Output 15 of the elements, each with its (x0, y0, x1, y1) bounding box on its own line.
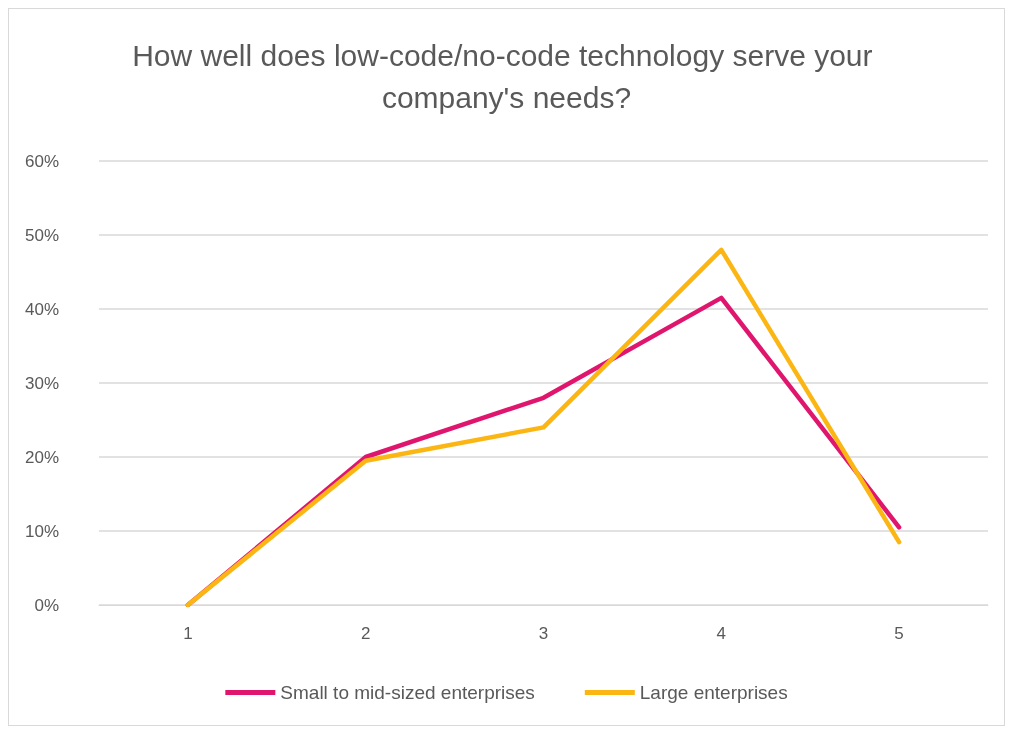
legend-label: Small to mid-sized enterprises (280, 682, 535, 703)
x-tick-label: 3 (538, 624, 549, 643)
y-tick-label: 50% (24, 225, 59, 245)
legend-label: Large enterprises (639, 682, 788, 703)
y-tick-label: 40% (24, 299, 59, 319)
x-tick-label: 5 (894, 624, 904, 643)
x-tick-label: 2 (360, 624, 371, 643)
chart-title: How well does low-code/no-code technology serve your company's needs? (132, 38, 881, 114)
y-tick-label: 10% (24, 521, 59, 541)
y-tick-label: 60% (24, 151, 59, 171)
x-tick-label: 4 (716, 624, 727, 643)
x-tick-label: 1 (183, 624, 193, 643)
y-tick-label: 0% (34, 595, 59, 615)
y-tick-label: 30% (24, 373, 59, 393)
y-tick-label: 20% (24, 447, 59, 467)
